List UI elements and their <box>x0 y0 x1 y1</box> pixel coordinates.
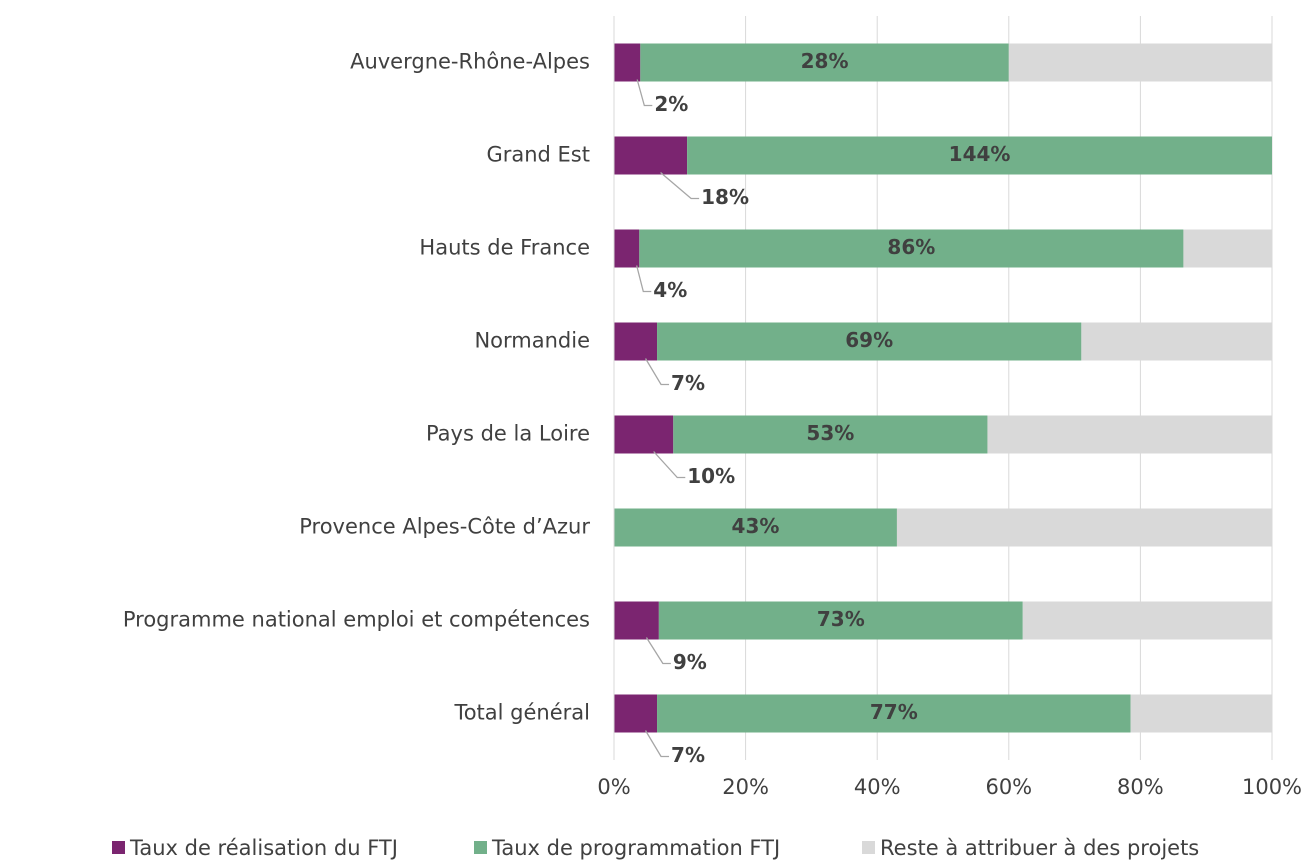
legend-label: Taux de réalisation du FTJ <box>129 836 398 860</box>
y-tick-label: Normandie <box>474 329 590 353</box>
bar-segment <box>658 601 1023 640</box>
data-label: 2% <box>654 92 688 116</box>
data-label: 77% <box>870 700 918 724</box>
data-label: 86% <box>887 235 935 259</box>
data-label: 10% <box>687 464 735 488</box>
legend-swatch <box>112 841 125 854</box>
y-tick-label: Programme national emploi et compétences <box>123 608 590 632</box>
bar-segment <box>1022 601 1272 640</box>
x-tick-label: 60% <box>985 775 1032 799</box>
bar-segment <box>640 43 1009 82</box>
y-tick-label: Hauts de France <box>419 236 590 260</box>
y-tick-label: Provence Alpes-Côte d’Azur <box>299 515 590 539</box>
bar-segment <box>614 415 674 454</box>
y-tick-label: Grand Est <box>486 143 590 167</box>
leader-line <box>644 730 670 758</box>
data-label: 69% <box>845 328 893 352</box>
bar-segment <box>1081 322 1272 361</box>
bar-segment <box>896 508 1272 547</box>
bar-segment <box>614 601 659 640</box>
bar-segment <box>614 508 897 547</box>
data-label: 28% <box>801 49 849 73</box>
leader-line <box>644 358 670 386</box>
data-label: 18% <box>701 185 749 209</box>
bar-segment <box>639 229 1184 268</box>
data-label: 144% <box>949 142 1011 166</box>
data-label: 43% <box>732 514 780 538</box>
x-tick-label: 40% <box>854 775 901 799</box>
bar-segment <box>987 415 1272 454</box>
legend-label: Reste à attribuer à des projets <box>880 836 1199 860</box>
bar-segment <box>1008 43 1272 82</box>
x-tick-label: 100% <box>1242 775 1302 799</box>
bar-segment <box>687 136 1272 175</box>
bar-segment <box>673 415 988 454</box>
leader-line <box>660 172 700 200</box>
y-tick-label: Auvergne-Rhône-Alpes <box>350 50 590 74</box>
grid <box>613 16 1273 760</box>
leader-line <box>636 79 653 107</box>
leader-line <box>636 265 652 293</box>
legend-swatch <box>474 841 487 854</box>
data-label: 7% <box>671 371 705 395</box>
bar-segment <box>657 694 1131 733</box>
x-tick-label: 20% <box>722 775 769 799</box>
x-tick-label: 80% <box>1117 775 1164 799</box>
bar-segment <box>614 322 658 361</box>
bar-segment <box>1183 229 1272 268</box>
y-tick-label: Pays de la Loire <box>426 422 590 446</box>
bar-segment <box>657 322 1082 361</box>
data-label: 9% <box>673 650 707 674</box>
bar-segment <box>614 136 688 175</box>
bar-segment <box>614 694 658 733</box>
y-tick-label: Total général <box>453 701 590 725</box>
bar-segment <box>614 229 640 268</box>
bar-segment <box>1130 694 1272 733</box>
legend-swatch <box>862 841 875 854</box>
data-label: 4% <box>653 278 687 302</box>
legend-label: Taux de programmation FTJ <box>491 836 780 860</box>
leader-line <box>653 451 686 479</box>
data-label: 53% <box>806 421 854 445</box>
x-tick-label: 0% <box>597 775 630 799</box>
leader-line <box>645 637 671 665</box>
data-label: 73% <box>817 607 865 631</box>
data-label: 7% <box>671 743 705 767</box>
bar-segment <box>614 43 641 82</box>
